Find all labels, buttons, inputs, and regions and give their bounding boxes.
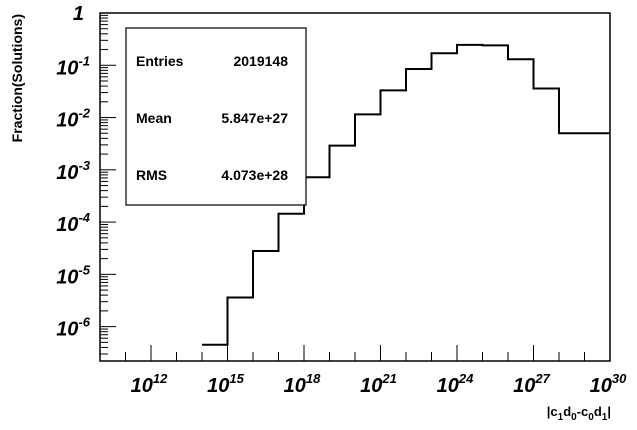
- y-tick-label: 10-5: [56, 262, 91, 288]
- x-tick-label: 1021: [360, 371, 397, 397]
- stats-box: Entries 2019148 Mean 5.847e+27 RMS 4.073…: [125, 27, 307, 206]
- x-tick-label: 1024: [437, 371, 474, 397]
- y-tick-labels: 1 10-1 10-2 10-3 10-4 10-5 10-6: [56, 3, 91, 341]
- axis-ticks: [99, 12, 611, 361]
- y-tick-label: 10-2: [56, 106, 91, 132]
- stats-entries-label: Entries: [136, 53, 184, 69]
- x-tick-label: 1015: [207, 371, 244, 397]
- stats-mean-value: 5.847e+27: [221, 110, 288, 126]
- x-axis-title: |c1d0-c0d1|: [547, 404, 611, 423]
- stats-entries-value: 2019148: [233, 53, 288, 69]
- x-tick-label: 1030: [590, 371, 627, 397]
- y-tick-label: 10-6: [56, 315, 91, 341]
- stats-mean-label: Mean: [136, 110, 172, 126]
- y-axis-title: Fraction(Solutions): [9, 14, 25, 142]
- stats-rms-value: 4.073e+28: [221, 167, 288, 183]
- x-tick-label: 1018: [284, 371, 321, 397]
- stats-rms-label: RMS: [136, 167, 167, 183]
- x-tick-labels: 1012 1015 1018 1021 1024 1027 1030: [131, 371, 627, 397]
- x-tick-label: 1012: [131, 371, 168, 397]
- histogram-step-line: [202, 43, 610, 346]
- plot-frame: [99, 12, 611, 362]
- y-tick-label: 1: [73, 3, 84, 25]
- y-tick-label: 10-1: [56, 53, 90, 79]
- y-tick-label: 10-4: [56, 210, 91, 236]
- y-tick-label: 10-3: [56, 158, 91, 184]
- x-tick-label: 1027: [513, 371, 550, 397]
